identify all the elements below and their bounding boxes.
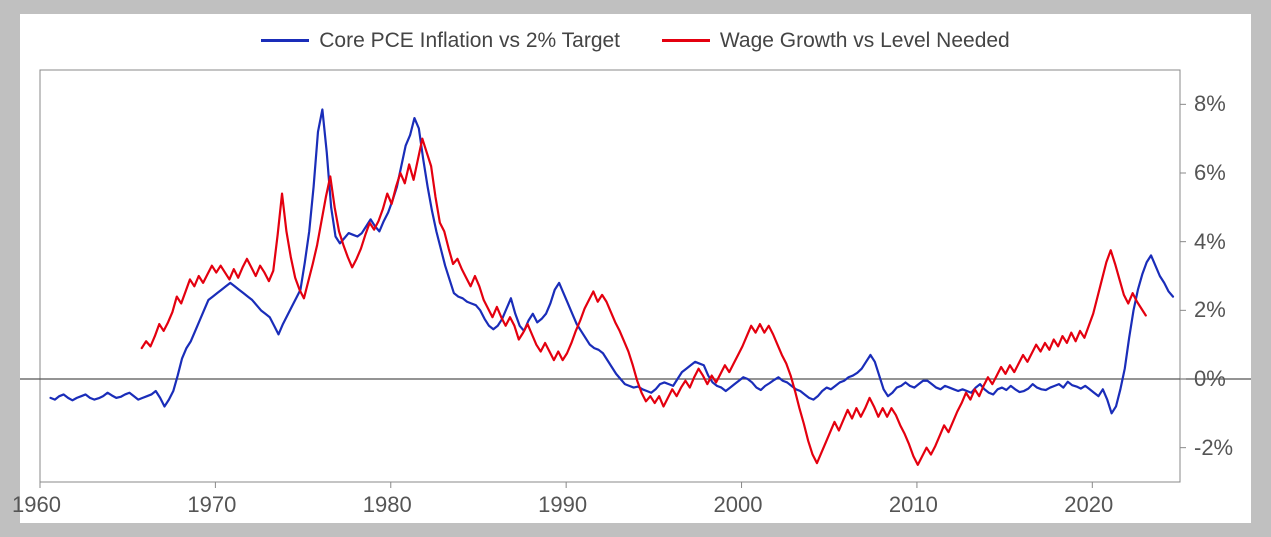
x-tick-label: 1970 bbox=[187, 492, 236, 518]
x-tick-label: 2000 bbox=[714, 492, 763, 518]
chart-wrap bbox=[20, 14, 1251, 523]
x-tick-label: 1960 bbox=[12, 492, 61, 518]
x-tick-label: 2010 bbox=[889, 492, 938, 518]
x-tick-label: 1990 bbox=[538, 492, 587, 518]
y-tick-label: 0% bbox=[1194, 366, 1226, 392]
chart-panel: Core PCE Inflation vs 2% Target Wage Gro… bbox=[20, 14, 1251, 523]
x-tick-label: 2020 bbox=[1064, 492, 1113, 518]
y-tick-label: 6% bbox=[1194, 160, 1226, 186]
y-tick-label: -2% bbox=[1194, 435, 1233, 461]
x-tick-label: 1980 bbox=[363, 492, 412, 518]
y-tick-label: 2% bbox=[1194, 297, 1226, 323]
y-tick-label: 8% bbox=[1194, 91, 1226, 117]
chart-svg bbox=[20, 14, 1251, 523]
y-tick-label: 4% bbox=[1194, 229, 1226, 255]
